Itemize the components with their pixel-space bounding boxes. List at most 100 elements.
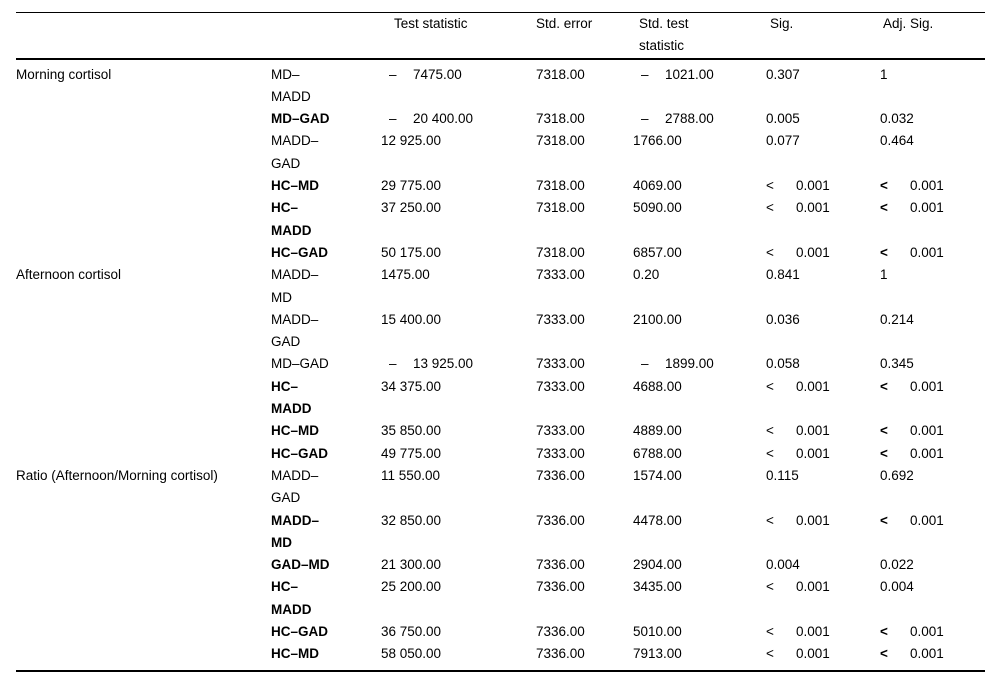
comparison-cell: MD–GAD [271, 108, 381, 130]
cell-value: 7336.00 [536, 557, 585, 573]
less-than-sign: < [766, 624, 774, 640]
cell-value: 58 050.00 [381, 646, 442, 662]
cell-value: 7913.00 [633, 646, 682, 662]
comparison-cell: HC–MD [271, 420, 381, 442]
sig-cell: <0.001 [766, 576, 880, 621]
cell-value: 0.001 [910, 512, 944, 528]
table-row: MD–GAD –13 925.00 7333.00–1899.00 0.058 0.34… [16, 353, 985, 375]
header-row: Test statistic Std. error Std. test stat… [16, 12, 985, 60]
std-test-statistic-cell: –1021.00 [633, 59, 766, 109]
std-error-cell: 7336.00 [536, 465, 633, 510]
comparison-cell: HC– MADD [271, 197, 381, 242]
cell-value: 13 925.00 [413, 356, 474, 372]
test-statistic-cell: 29 775.00 [381, 175, 536, 197]
cell-value: 2100.00 [633, 311, 682, 327]
cell-value: 7336.00 [536, 467, 585, 483]
comparison-label: HC–GAD [271, 445, 329, 461]
table-row: HC–GAD 50 175.00 7318.00 6857.00 <0.001 <0.00… [16, 242, 985, 264]
test-statistic-cell: 58 050.00 [381, 643, 536, 670]
test-statistic-cell: 34 375.00 [381, 376, 536, 421]
table-row: MADD– GAD 15 400.00 7333.00 2100.00 0.036 0.21… [16, 309, 985, 354]
less-than-sign: < [766, 423, 774, 439]
std-test-statistic-cell: 7913.00 [633, 643, 766, 670]
cell-value: 0.036 [766, 311, 800, 327]
table-row: Ratio (Afternoon/Morning cortisol) MADD– G… [16, 465, 985, 510]
cell-value: 7318.00 [536, 111, 585, 127]
cell-value: 4478.00 [633, 512, 682, 528]
comparison-label: MADD– MD [271, 512, 320, 550]
sig-cell: 0.307 [766, 59, 880, 109]
cell-value: 4889.00 [633, 423, 682, 439]
cell-value: 20 400.00 [413, 111, 474, 127]
adj-sig-cell: <0.001 [880, 376, 985, 421]
std-error-cell: 7336.00 [536, 576, 633, 621]
less-than-sign: < [766, 512, 774, 528]
less-than-sign: < [766, 200, 774, 216]
cell-value: 0.115 [766, 467, 799, 483]
comparison-label: MADD– MD [271, 267, 319, 305]
adj-sig-cell: 0.022 [880, 554, 985, 576]
comparison-cell: MADD– MD [271, 264, 381, 309]
cell-value: 0.307 [766, 66, 800, 82]
column-header-std-test-statistic-text: Std. test statistic [639, 16, 689, 54]
comparison-cell: MADD– GAD [271, 309, 381, 354]
column-header-comparison [271, 12, 381, 60]
cell-value: 0.345 [880, 356, 914, 372]
cell-value: 0.20 [633, 267, 660, 283]
std-test-statistic-cell: 4478.00 [633, 510, 766, 555]
table-row: HC– MADD 34 375.00 7333.00 4688.00 <0.001 <0.0… [16, 376, 985, 421]
cell-value: 7318.00 [536, 66, 585, 82]
column-header-sig: Sig. [766, 12, 880, 60]
cell-value: 50 175.00 [381, 244, 442, 260]
test-statistic-cell: 12 925.00 [381, 130, 536, 175]
cell-value: 11 550.00 [381, 467, 441, 483]
less-than-sign: < [880, 244, 888, 260]
cell-value: 15 400.00 [381, 311, 442, 327]
cell-value: 0.001 [910, 646, 944, 662]
cell-value: 0.001 [910, 200, 944, 216]
cell-value: 7336.00 [536, 512, 585, 528]
test-statistic-cell: 11 550.00 [381, 465, 536, 510]
minus-sign: – [389, 356, 397, 372]
cell-value: 1 [880, 267, 888, 283]
less-than-sign: < [880, 200, 888, 216]
minus-sign: – [389, 66, 397, 82]
cell-value: 0.001 [796, 200, 830, 216]
sig-cell: 0.036 [766, 309, 880, 354]
cell-value: 29 775.00 [381, 178, 442, 194]
std-error-cell: 7336.00 [536, 643, 633, 670]
adj-sig-cell: <0.001 [880, 621, 985, 643]
comparison-label: MADD– GAD [271, 467, 319, 506]
cell-value: 7336.00 [536, 646, 585, 662]
cell-value: 1 [880, 66, 888, 82]
cell-value: 12 925.00 [381, 133, 442, 149]
cell-value: 0.032 [880, 111, 914, 127]
test-statistic-cell: 37 250.00 [381, 197, 536, 242]
comparison-label: MD– MADD [271, 66, 311, 104]
comparison-label: MD–GAD [271, 111, 330, 127]
cell-value: 0.001 [910, 378, 944, 394]
sig-cell: 0.004 [766, 554, 880, 576]
comparison-cell: HC–MD [271, 643, 381, 670]
std-test-statistic-cell: 4069.00 [633, 175, 766, 197]
sig-cell: 0.115 [766, 465, 880, 510]
comparison-label: HC– MADD [271, 378, 312, 417]
comparison-cell: HC–GAD [271, 242, 381, 264]
std-error-cell: 7318.00 [536, 59, 633, 109]
std-test-statistic-cell: 5010.00 [633, 621, 766, 643]
cell-value: 32 850.00 [381, 512, 442, 528]
sig-cell: 0.841 [766, 264, 880, 309]
adj-sig-cell: 0.692 [880, 465, 985, 510]
cell-value: 0.001 [910, 178, 944, 194]
cell-value: 0.464 [880, 133, 914, 149]
cell-value: 0.001 [796, 579, 830, 595]
cell-value: 36 750.00 [381, 624, 442, 640]
adj-sig-cell: <0.001 [880, 197, 985, 242]
std-test-statistic-cell: –2788.00 [633, 108, 766, 130]
std-test-statistic-cell: 1766.00 [633, 130, 766, 175]
cell-value: 0.001 [796, 646, 830, 662]
cell-value: 7336.00 [536, 624, 585, 640]
sig-cell: 0.005 [766, 108, 880, 130]
cell-value: 0.001 [796, 423, 830, 439]
